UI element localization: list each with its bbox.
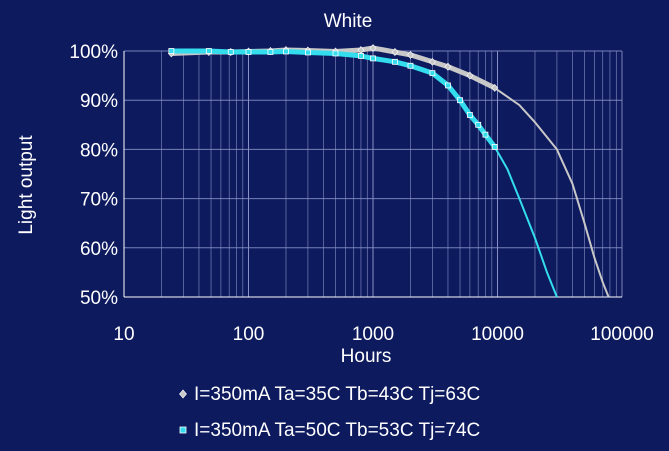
data-point <box>267 49 274 55</box>
x-tick-label: 10000 <box>471 324 524 345</box>
series-1-extrapolation-line <box>494 87 610 298</box>
data-point <box>392 58 398 65</box>
data-point <box>205 48 212 54</box>
data-point <box>475 121 482 128</box>
data-point <box>168 48 175 54</box>
data-point <box>466 71 474 80</box>
y-tick-label: 100% <box>69 42 118 63</box>
data-point <box>407 62 414 69</box>
x-tick-label: 100 <box>233 324 265 345</box>
y-tick-label: 60% <box>80 239 118 260</box>
data-point <box>466 112 473 118</box>
data-point <box>391 48 399 56</box>
data-point <box>332 50 339 57</box>
y-axis-label: Light output <box>16 135 37 235</box>
legend-item-1: I=350mA Ta=35C Tb=43C Tj=63C <box>179 384 480 405</box>
data-point <box>445 82 451 89</box>
legend-marker <box>179 426 187 434</box>
data-point <box>370 55 376 62</box>
y-tick-label: 90% <box>80 91 118 112</box>
data-point <box>369 44 377 53</box>
y-tick-label: 50% <box>80 288 118 309</box>
data-point <box>245 49 252 55</box>
data-point <box>457 97 463 104</box>
legend-item-2: I=350mA Ta=50C Tb=53C Tj=74C <box>179 420 480 441</box>
chart-axes <box>123 51 622 298</box>
data-point <box>407 50 414 59</box>
legend-marker <box>179 389 187 399</box>
x-axis-label: Hours <box>341 346 392 367</box>
y-tick-label: 70% <box>80 190 118 211</box>
y-tick-label: 80% <box>80 140 118 161</box>
data-point <box>283 48 289 55</box>
x-tick-label: 100000 <box>590 324 653 345</box>
data-point <box>482 131 489 138</box>
chart-title: White <box>324 11 373 32</box>
series-layer <box>167 44 610 298</box>
data-point <box>491 144 498 150</box>
data-point <box>305 49 311 56</box>
chart-grid <box>123 50 623 298</box>
x-tick-label: 10 <box>113 324 134 345</box>
data-point <box>444 62 452 71</box>
x-tick-label: 1000 <box>352 324 394 345</box>
series-2-extrapolation-line <box>493 146 558 298</box>
series-2 <box>168 48 558 298</box>
data-point <box>227 49 234 55</box>
legend-label: I=350mA Ta=50C Tb=53C Tj=74C <box>194 420 480 441</box>
legend: I=350mA Ta=35C Tb=43C Tj=63C I=350mA Ta=5… <box>179 384 480 441</box>
data-point <box>491 83 499 92</box>
legend-label: I=350mA Ta=35C Tb=43C Tj=63C <box>194 384 480 405</box>
data-point <box>429 57 436 66</box>
data-point <box>429 70 436 77</box>
data-point <box>358 53 364 59</box>
tick-labels: 10 100 1000 10000 100000 50% 60% 70% 80% 90% 100% <box>69 42 653 345</box>
